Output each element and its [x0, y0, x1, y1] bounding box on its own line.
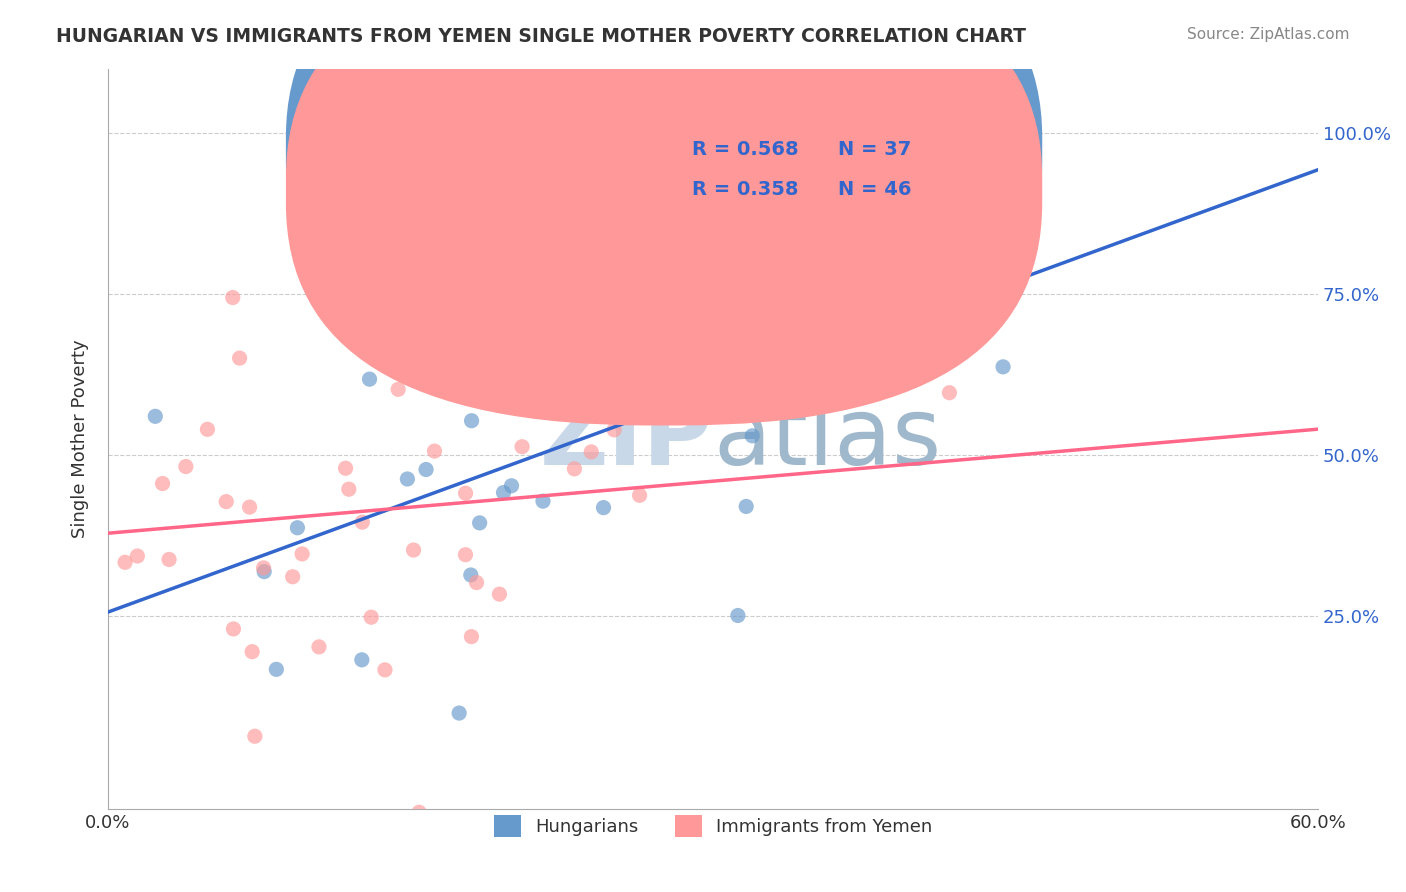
- Point: [454, 486, 477, 500]
- Point: [337, 311, 360, 326]
- Point: [415, 462, 437, 476]
- Text: N = 46: N = 46: [838, 180, 911, 200]
- Point: [359, 372, 381, 386]
- Point: [295, 268, 318, 283]
- FancyBboxPatch shape: [623, 120, 986, 224]
- Point: [903, 173, 925, 187]
- Point: [215, 494, 238, 508]
- Point: [492, 485, 515, 500]
- Point: [0, 821, 22, 835]
- Point: [468, 516, 491, 530]
- Point: [617, 387, 640, 401]
- Point: [408, 805, 430, 820]
- Text: atlas: atlas: [713, 392, 941, 485]
- Point: [27, 750, 49, 764]
- Point: [222, 291, 245, 305]
- Point: [114, 555, 136, 569]
- Point: [239, 500, 262, 515]
- Point: [374, 663, 396, 677]
- Point: [352, 515, 374, 529]
- Point: [353, 314, 375, 328]
- Point: [460, 568, 482, 582]
- Point: [143, 409, 166, 424]
- Point: [600, 262, 623, 277]
- Point: [152, 476, 174, 491]
- Point: [240, 645, 263, 659]
- Point: [510, 440, 533, 454]
- Point: [741, 429, 763, 443]
- Y-axis label: Single Mother Poverty: Single Mother Poverty: [72, 340, 89, 538]
- Point: [449, 706, 471, 720]
- Point: [603, 423, 626, 437]
- Point: [531, 494, 554, 508]
- Point: [20, 415, 42, 429]
- Point: [592, 500, 614, 515]
- Point: [735, 500, 758, 514]
- Point: [127, 549, 149, 563]
- Point: [174, 459, 197, 474]
- Point: [222, 622, 245, 636]
- Point: [893, 289, 915, 303]
- Point: [308, 640, 330, 654]
- Point: [0, 736, 21, 750]
- Point: [79, 608, 101, 623]
- Point: [335, 461, 357, 475]
- Point: [291, 547, 314, 561]
- Point: [59, 770, 82, 784]
- Point: [228, 351, 250, 365]
- FancyBboxPatch shape: [285, 0, 1042, 385]
- Point: [581, 445, 603, 459]
- Point: [727, 608, 749, 623]
- Point: [287, 521, 309, 535]
- Point: [991, 359, 1014, 374]
- Point: [423, 444, 446, 458]
- Point: [488, 587, 510, 601]
- Point: [630, 343, 652, 358]
- Point: [253, 565, 276, 579]
- Point: [391, 278, 413, 293]
- Point: [252, 561, 274, 575]
- Point: [387, 382, 409, 396]
- Point: [396, 472, 419, 486]
- Point: [605, 406, 627, 420]
- Point: [460, 414, 482, 428]
- Point: [49, 465, 72, 479]
- Point: [366, 304, 388, 318]
- Text: Source: ZipAtlas.com: Source: ZipAtlas.com: [1187, 27, 1350, 42]
- Text: R = 0.358: R = 0.358: [693, 180, 799, 200]
- Point: [628, 488, 651, 502]
- Point: [79, 585, 101, 599]
- Point: [501, 479, 523, 493]
- FancyBboxPatch shape: [285, 0, 1042, 425]
- Point: [938, 385, 960, 400]
- Point: [454, 548, 477, 562]
- Point: [564, 462, 586, 476]
- Point: [360, 610, 382, 624]
- Text: N = 37: N = 37: [838, 140, 911, 160]
- Point: [243, 729, 266, 743]
- Point: [567, 349, 589, 363]
- Point: [460, 630, 482, 644]
- Point: [15, 505, 38, 519]
- Text: R = 0.568: R = 0.568: [693, 140, 799, 160]
- Point: [337, 482, 360, 496]
- Point: [402, 543, 425, 558]
- Text: HUNGARIAN VS IMMIGRANTS FROM YEMEN SINGLE MOTHER POVERTY CORRELATION CHART: HUNGARIAN VS IMMIGRANTS FROM YEMEN SINGL…: [56, 27, 1026, 45]
- Text: ZIP: ZIP: [540, 392, 713, 485]
- Point: [197, 422, 219, 436]
- Point: [266, 662, 288, 676]
- Point: [465, 575, 488, 590]
- Point: [350, 653, 373, 667]
- Point: [281, 570, 304, 584]
- Legend: Hungarians, Immigrants from Yemen: Hungarians, Immigrants from Yemen: [486, 808, 939, 845]
- Point: [157, 552, 180, 566]
- Point: [335, 282, 357, 296]
